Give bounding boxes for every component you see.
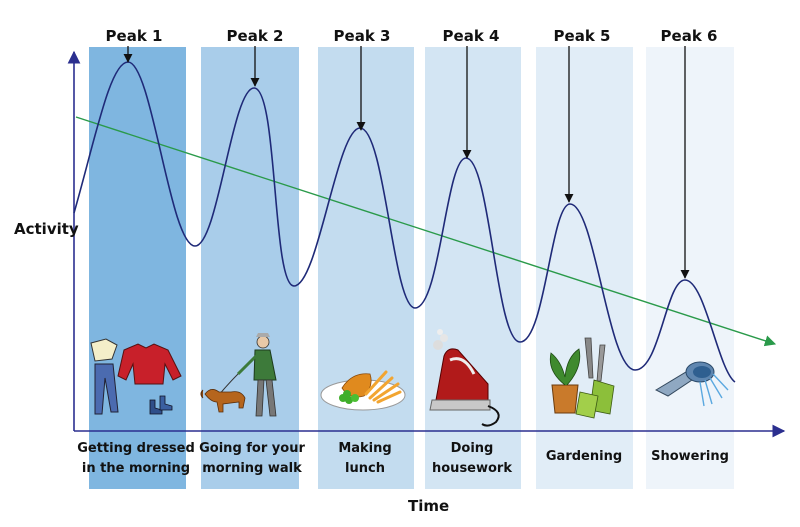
dog-walk-icon	[200, 333, 277, 417]
caption-5-line-1: Gardening	[546, 449, 622, 464]
caption-6-line-1: Showering	[651, 449, 729, 464]
peak-label-6: Peak 6	[661, 27, 718, 45]
panel-4	[425, 47, 521, 489]
x-axis-label: Time	[408, 497, 449, 515]
meal-plate-icon	[320, 370, 406, 411]
caption-1-line-2: in the morning	[82, 461, 190, 476]
shower-icon	[654, 361, 729, 407]
panel-2	[201, 47, 299, 489]
caption-3-line-2: lunch	[345, 461, 385, 476]
caption-2-line-2: morning walk	[202, 461, 302, 476]
peak-label-2: Peak 2	[227, 27, 284, 45]
trend-line	[75, 116, 777, 347]
caption-4-line-1: Doing	[451, 441, 494, 456]
peak-labels: Peak 1 Peak 2 Peak 3 Peak 4 Peak 5 Peak …	[106, 27, 718, 45]
panel-6	[646, 47, 734, 489]
gardening-icon	[549, 337, 615, 419]
panel-3	[318, 47, 414, 489]
panel-5	[536, 47, 633, 489]
y-axis-label: Activity	[14, 220, 79, 238]
activity-wave	[73, 61, 736, 383]
peak-label-1: Peak 1	[106, 27, 163, 45]
activity-panels	[89, 47, 734, 489]
peak-label-4: Peak 4	[443, 27, 500, 45]
caption-2-line-1: Going for your	[199, 441, 305, 456]
activity-captions: Getting dressed in the morning Going for…	[77, 441, 729, 476]
peak-arrows	[123, 46, 690, 279]
caption-1-line-1: Getting dressed	[77, 441, 195, 456]
caption-4-line-2: housework	[432, 461, 512, 476]
iron-icon	[429, 329, 500, 427]
peak-label-3: Peak 3	[334, 27, 391, 45]
peak-label-5: Peak 5	[554, 27, 611, 45]
clothes-icon	[90, 338, 182, 415]
panel-1	[89, 47, 186, 489]
caption-3-line-1: Making	[338, 441, 391, 456]
